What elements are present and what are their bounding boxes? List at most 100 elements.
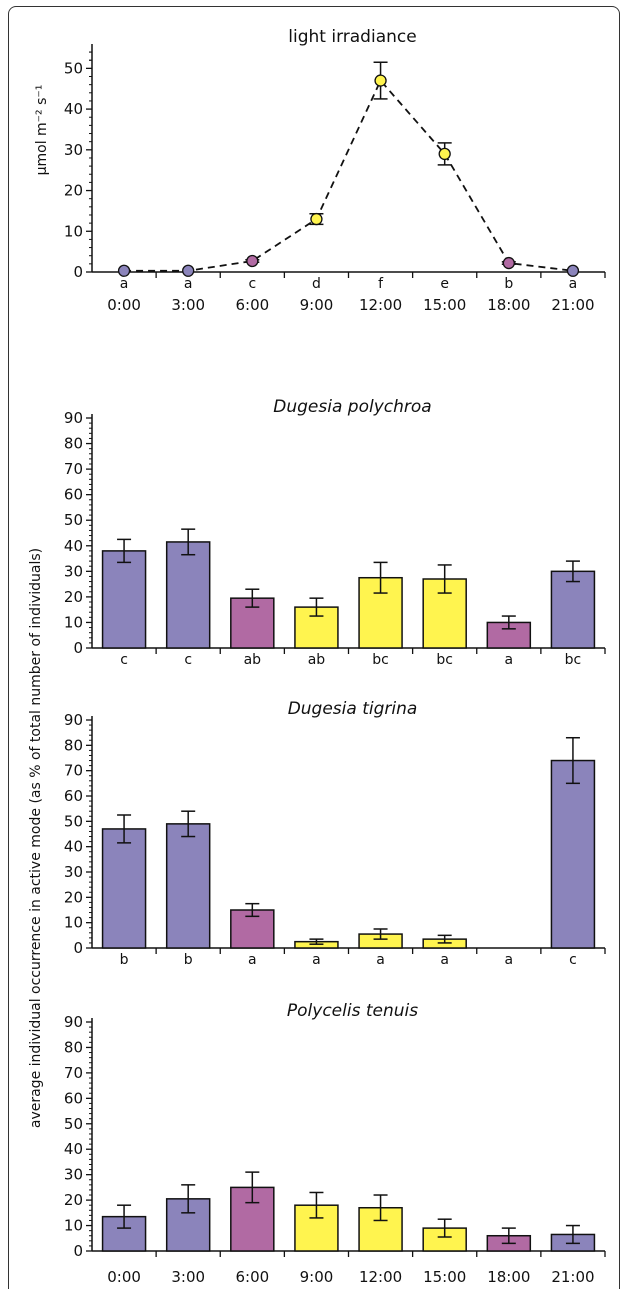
significance-letter: c bbox=[120, 652, 128, 668]
significance-letter: e bbox=[440, 276, 449, 292]
x-tick-label: 21:00 bbox=[551, 1268, 594, 1286]
significance-letter: a bbox=[184, 276, 193, 292]
point-6:00 bbox=[246, 254, 259, 268]
point-0:00 bbox=[117, 264, 131, 277]
significance-letter: bc bbox=[565, 652, 582, 668]
significance-letter: b bbox=[504, 276, 513, 292]
x-tick-label: 0:00 bbox=[107, 1268, 141, 1286]
significance-letter: f bbox=[378, 276, 384, 292]
y-tick-label: 50 bbox=[64, 511, 83, 529]
significance-letter: bc bbox=[372, 652, 389, 668]
y-tick-label: 60 bbox=[64, 787, 83, 805]
significance-letter: b bbox=[184, 952, 193, 968]
x-tick-label: 21:00 bbox=[551, 296, 594, 314]
bar-21:00 bbox=[550, 759, 596, 949]
x-tick-label: 15:00 bbox=[423, 296, 466, 314]
x-tick-label: 3:00 bbox=[171, 296, 205, 314]
y-tick-label: 30 bbox=[64, 141, 83, 159]
y-tick-label: 30 bbox=[64, 863, 83, 881]
significance-letter: a bbox=[376, 952, 385, 968]
y-tick-label: 20 bbox=[64, 1191, 83, 1209]
y-tick-label: 10 bbox=[64, 613, 83, 631]
significance-letter: a bbox=[120, 276, 129, 292]
y-tick-label: 60 bbox=[64, 486, 83, 504]
y-tick-label: 40 bbox=[64, 1140, 83, 1158]
significance-letter: b bbox=[120, 952, 129, 968]
point-21:00 bbox=[566, 264, 580, 277]
significance-letter: c bbox=[248, 276, 256, 292]
y-tick-label: 50 bbox=[64, 812, 83, 830]
x-tick-label: 12:00 bbox=[359, 1268, 402, 1286]
panel-4: Polycelis tenuis 0 10 20 30 40 50 60 70 80 90 0:00 3… bbox=[64, 1001, 606, 1286]
significance-letter: a bbox=[440, 952, 449, 968]
y-tick-label: 60 bbox=[64, 1089, 83, 1107]
y-tick-label: 30 bbox=[64, 562, 83, 580]
y-axis-label: μmol m⁻² s⁻¹ bbox=[34, 85, 50, 176]
point-9:00 bbox=[310, 212, 323, 226]
significance-letter: c bbox=[569, 952, 577, 968]
x-tick-label: 9:00 bbox=[300, 1268, 334, 1286]
point-18:00 bbox=[502, 256, 515, 270]
bar-0:00 bbox=[101, 828, 147, 949]
significance-letter: a bbox=[248, 952, 257, 968]
x-tick-label: 3:00 bbox=[171, 1268, 205, 1286]
figure-frame bbox=[8, 6, 620, 1289]
bar-3:00 bbox=[165, 823, 211, 949]
x-tick-label: 18:00 bbox=[487, 296, 530, 314]
y-tick-label: 90 bbox=[64, 1013, 83, 1031]
y-tick-label: 10 bbox=[64, 914, 83, 932]
y-tick-label: 70 bbox=[64, 762, 83, 780]
panel-title: Dugesia tigrina bbox=[288, 699, 418, 719]
y-tick-label: 90 bbox=[64, 711, 83, 729]
series-line bbox=[124, 78, 574, 272]
x-tick-label: 9:00 bbox=[300, 296, 334, 314]
x-tick-label: 0:00 bbox=[107, 296, 141, 314]
significance-letter: a bbox=[505, 952, 514, 968]
panel-title: Polycelis tenuis bbox=[287, 1001, 418, 1021]
y-tick-label: 40 bbox=[64, 100, 83, 118]
panel-3: Dugesia tigrina 0 10 20 30 40 50 60 70 80 90 b b a a a a… bbox=[64, 699, 606, 968]
y-tick-label: 80 bbox=[64, 435, 83, 453]
point-15:00 bbox=[438, 147, 451, 161]
y-tick-label: 0 bbox=[73, 263, 83, 281]
y-tick-label: 80 bbox=[64, 736, 83, 754]
y-tick-label: 70 bbox=[64, 460, 83, 478]
y-tick-label: 10 bbox=[64, 222, 83, 240]
significance-letter: a bbox=[505, 652, 514, 668]
panel-title: light irradiance bbox=[288, 27, 416, 47]
y-tick-label: 40 bbox=[64, 537, 83, 555]
x-tick-label: 6:00 bbox=[235, 1268, 269, 1286]
significance-letter: a bbox=[569, 276, 578, 292]
y-tick-label: 50 bbox=[64, 59, 83, 77]
x-tick-label: 18:00 bbox=[487, 1268, 530, 1286]
bar-21:00 bbox=[550, 570, 596, 649]
point-3:00 bbox=[182, 264, 195, 277]
y-tick-label: 20 bbox=[64, 588, 83, 606]
y-tick-label: 20 bbox=[64, 888, 83, 906]
panel-1: light irradiance 0 10 20 30 40 50 μmol m⁻² s⁻¹ a… bbox=[34, 27, 606, 314]
point-12:00 bbox=[374, 74, 387, 87]
y-tick-label: 10 bbox=[64, 1217, 83, 1235]
significance-letter: bc bbox=[436, 652, 453, 668]
y-tick-label: 0 bbox=[73, 939, 83, 957]
y-tick-label: 70 bbox=[64, 1064, 83, 1082]
significance-letter: c bbox=[184, 652, 192, 668]
significance-letter: ab bbox=[244, 652, 262, 668]
y-tick-label: 0 bbox=[73, 639, 83, 657]
shared-y-axis-label: average individual occurrence in active … bbox=[28, 548, 44, 1128]
y-tick-label: 50 bbox=[64, 1115, 83, 1133]
y-tick-label: 0 bbox=[73, 1242, 83, 1260]
x-tick-label: 6:00 bbox=[235, 296, 269, 314]
y-tick-label: 30 bbox=[64, 1166, 83, 1184]
x-tick-label: 12:00 bbox=[359, 296, 402, 314]
significance-letter: ab bbox=[308, 652, 326, 668]
y-tick-label: 40 bbox=[64, 838, 83, 856]
y-tick-label: 90 bbox=[64, 409, 83, 427]
bar-3:00 bbox=[165, 541, 211, 649]
x-tick-label: 15:00 bbox=[423, 1268, 466, 1286]
panel-title: Dugesia polychroa bbox=[273, 397, 431, 417]
y-tick-label: 20 bbox=[64, 182, 83, 200]
significance-letter: a bbox=[312, 952, 321, 968]
